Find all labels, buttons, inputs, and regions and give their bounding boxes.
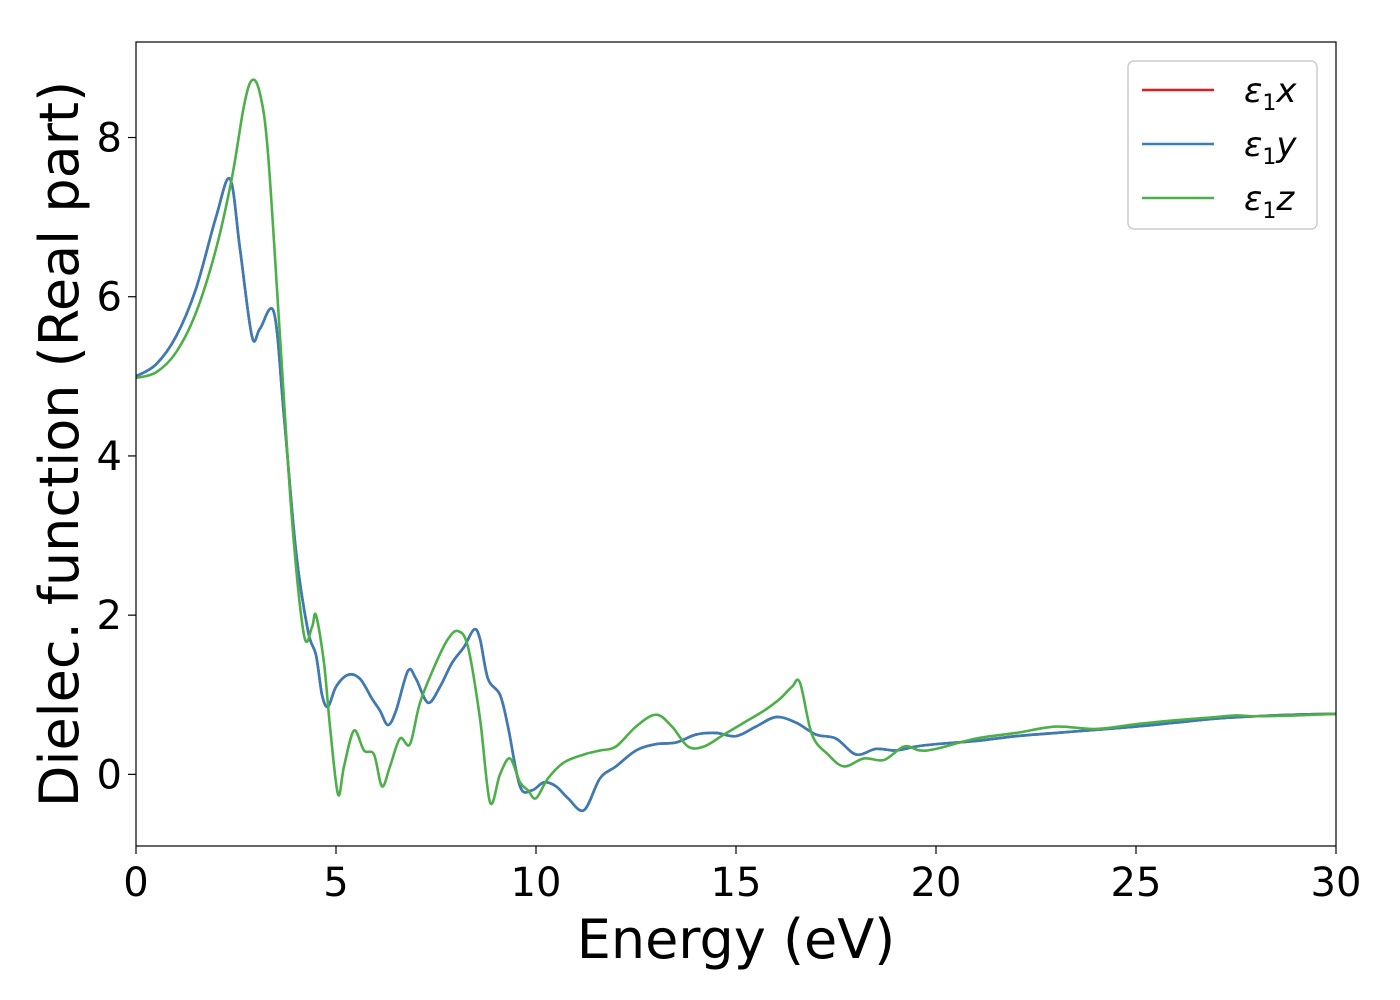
x-tick-label: 30 [1311,860,1362,906]
x-axis-ticks: 0 5 10 15 20 25 30 [123,846,1361,906]
x-axis-label: Energy (eV) [577,908,896,971]
y-tick-label: 0 [97,752,122,798]
series-line-2 [136,176,1336,813]
legend-items: ε1x ε1y ε1z [1142,71,1297,224]
x-tick-label: 15 [711,860,762,906]
legend-label-1: ε1x [1244,71,1297,116]
legend: ε1x ε1y ε1z [1127,60,1318,230]
y-tick-label: 8 [97,116,122,162]
legend-label-3: ε1z [1244,179,1295,224]
legend-label-2: ε1y [1244,125,1297,170]
x-tick-label: 5 [323,860,348,906]
y-tick-label: 2 [97,593,122,639]
y-axis-label: Dielec. function (Real part) [28,81,91,807]
series-layer [136,78,1336,813]
series-line-1 [136,176,1336,813]
x-tick-label: 0 [123,860,148,906]
y-tick-label: 4 [97,434,122,480]
y-tick-label: 6 [97,275,122,321]
x-tick-label: 20 [911,860,962,906]
x-tick-label: 25 [1111,860,1162,906]
x-tick-label: 10 [511,860,562,906]
legend-box [1127,60,1318,230]
series-line-3 [136,78,1336,806]
y-axis-ticks: 0 2 4 6 8 [97,116,136,798]
